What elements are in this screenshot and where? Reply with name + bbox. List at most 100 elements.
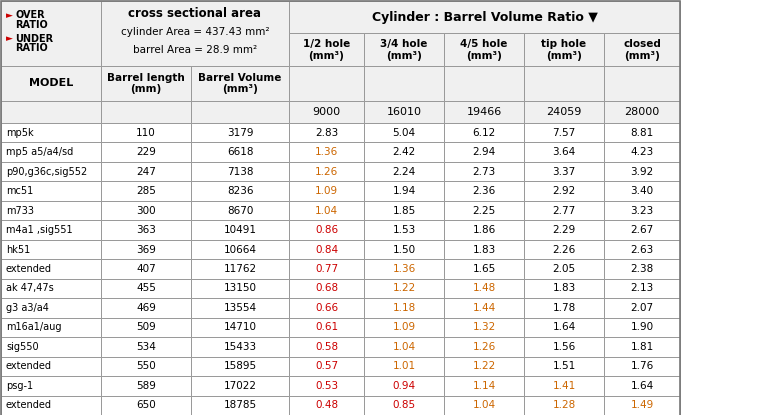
Text: 1.09: 1.09 [315,186,338,196]
Bar [191,356,289,376]
Bar [101,181,191,201]
Bar [524,356,604,376]
Text: 10664: 10664 [224,244,256,254]
Text: 1.85: 1.85 [392,205,416,216]
Text: 2.63: 2.63 [630,244,654,254]
Text: p90,g36c,sig552: p90,g36c,sig552 [6,167,87,177]
Bar [364,220,444,240]
Bar [289,123,364,142]
Bar [364,201,444,220]
Bar [604,356,680,376]
Bar [191,240,289,259]
Bar [1,162,101,181]
Bar [604,181,680,201]
Bar [604,395,680,415]
Bar [444,279,524,298]
Text: 3/4 hole
(mm³): 3/4 hole (mm³) [380,39,428,61]
Text: 407: 407 [136,264,156,274]
Text: 2.67: 2.67 [630,225,654,235]
Text: 2.25: 2.25 [472,205,496,216]
Text: 0.53: 0.53 [315,381,338,391]
Text: ►: ► [6,11,13,20]
Bar [191,181,289,201]
Text: 2.29: 2.29 [552,225,575,235]
Bar [289,101,364,123]
Text: 2.13: 2.13 [630,283,654,293]
Bar [191,259,289,279]
Text: 16010: 16010 [387,107,421,117]
Bar [101,395,191,415]
Text: 1.48: 1.48 [472,283,496,293]
Text: 2.07: 2.07 [630,303,654,313]
Text: 24059: 24059 [546,107,581,117]
Text: 3.23: 3.23 [630,205,654,216]
Bar [604,220,680,240]
Text: 3.64: 3.64 [552,147,575,157]
Text: RATIO: RATIO [15,44,48,54]
Text: m4a1 ,sig551: m4a1 ,sig551 [6,225,72,235]
Text: 1.04: 1.04 [315,205,338,216]
Text: psg-1: psg-1 [6,381,33,391]
Text: 13554: 13554 [224,303,256,313]
Bar [1,1,680,415]
Text: 1.64: 1.64 [630,381,654,391]
Bar [364,395,444,415]
Bar [364,34,444,66]
Text: 1.36: 1.36 [315,147,338,157]
Text: ak 47,47s: ak 47,47s [6,283,53,293]
Bar [289,240,364,259]
Bar [101,142,191,162]
Text: 8236: 8236 [227,186,253,196]
Text: 0.77: 0.77 [315,264,338,274]
Bar [191,162,289,181]
Bar [364,337,444,356]
Bar [289,66,364,101]
Bar [1,356,101,376]
Bar [444,220,524,240]
Bar [191,220,289,240]
Bar [444,240,524,259]
Bar [364,317,444,337]
Bar [444,395,524,415]
Text: 1.44: 1.44 [472,303,496,313]
Text: Cylinder : Barrel Volume Ratio ▼: Cylinder : Barrel Volume Ratio ▼ [372,11,597,24]
Bar [444,181,524,201]
Text: 8670: 8670 [227,205,253,216]
Text: UNDER: UNDER [15,34,53,44]
Bar [524,181,604,201]
Text: 2.83: 2.83 [315,128,338,138]
Text: extended: extended [6,400,52,410]
Bar [289,279,364,298]
Text: 1.09: 1.09 [392,322,416,332]
Text: 1.26: 1.26 [472,342,496,352]
Bar [444,162,524,181]
Bar [364,142,444,162]
Bar [524,220,604,240]
Text: 1.01: 1.01 [392,361,416,371]
Text: 369: 369 [136,244,156,254]
Text: 589: 589 [136,381,156,391]
Bar [364,123,444,142]
Text: 9000: 9000 [312,107,340,117]
Bar [101,376,191,395]
Text: 1.65: 1.65 [472,264,496,274]
Bar [364,162,444,181]
Text: 1.22: 1.22 [392,283,416,293]
Bar [191,395,289,415]
Bar [289,201,364,220]
Bar [444,356,524,376]
Bar [1,66,101,101]
Text: 1.50: 1.50 [392,244,416,254]
Text: 28000: 28000 [624,107,660,117]
Bar [101,101,191,123]
Text: 1.90: 1.90 [630,322,654,332]
Text: 6.12: 6.12 [472,128,496,138]
Text: RATIO: RATIO [15,20,48,30]
Bar [101,220,191,240]
Bar [191,279,289,298]
Text: MODEL: MODEL [29,78,73,88]
Text: 2.24: 2.24 [392,167,416,177]
Bar [1,220,101,240]
Text: 0.58: 0.58 [315,342,338,352]
Bar [1,317,101,337]
